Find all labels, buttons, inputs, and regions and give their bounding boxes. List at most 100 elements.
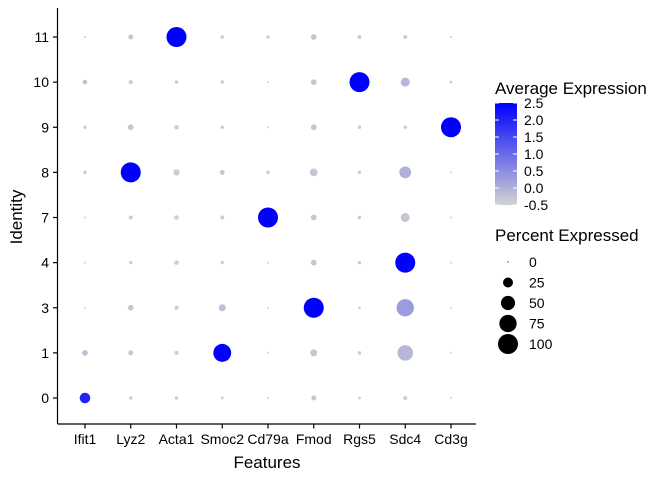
data-dot: [174, 80, 179, 84]
data-dot: [128, 350, 134, 356]
y-tick-label: 4: [41, 255, 49, 271]
y-tick-label: 11: [34, 29, 49, 45]
data-dot: [266, 170, 270, 175]
y-tick-label: 0: [41, 390, 49, 406]
data-dot: [82, 350, 88, 356]
color-legend-label: 2.5: [524, 95, 544, 111]
color-legend-title: Average Expression: [495, 79, 647, 98]
data-dot: [399, 166, 412, 179]
data-dot: [403, 396, 408, 400]
x-tick-label: Cd3g: [434, 431, 467, 447]
data-dot: [357, 215, 362, 220]
y-tick-label: 3: [41, 300, 49, 316]
x-tick-label: Acta1: [159, 431, 195, 447]
data-dot: [396, 299, 414, 317]
data-dot: [450, 36, 452, 38]
data-dot: [309, 168, 318, 177]
data-dot: [357, 170, 362, 175]
data-dot: [267, 261, 269, 264]
color-legend-label: 2.0: [524, 112, 544, 128]
data-dot: [128, 80, 133, 85]
size-legend-dot: [499, 314, 517, 333]
data-dot: [174, 215, 179, 220]
size-legend-dot: [500, 295, 516, 311]
data-dot: [267, 397, 269, 399]
data-dot: [84, 36, 86, 38]
x-tick-label: Rgs5: [343, 431, 376, 447]
data-dot: [174, 350, 179, 355]
size-legend-items: 0 25 50 75 100: [498, 254, 553, 354]
x-tick-label: Fmod: [296, 431, 332, 447]
data-dot: [128, 34, 134, 40]
data-dot: [266, 35, 270, 39]
size-legend-dot: [498, 334, 518, 354]
data-dot: [400, 213, 410, 222]
data-dot: [83, 170, 87, 175]
data-dot: [213, 343, 232, 362]
data-dot: [129, 260, 133, 265]
data-dot: [310, 259, 317, 266]
size-legend-label: 25: [529, 275, 545, 291]
data-dot: [310, 79, 317, 85]
data-dot: [127, 304, 134, 311]
data-dot: [403, 125, 407, 129]
data-dot: [174, 305, 179, 310]
data-dot: [220, 125, 224, 129]
data-dot: [83, 125, 87, 129]
data-dot: [441, 117, 461, 138]
x-tick-label: Smoc2: [200, 431, 244, 447]
data-dot: [397, 345, 413, 361]
x-tick-label: Ifit1: [74, 431, 97, 447]
x-axis-title: Features: [233, 453, 300, 472]
data-dot: [127, 124, 134, 131]
data-dot: [220, 215, 225, 220]
size-legend-label: 50: [529, 295, 545, 311]
size-legend-label: 75: [529, 316, 545, 332]
size-legend-dot: [503, 277, 513, 288]
size-legend: Percent Expressed 0 25 50 75 100: [495, 226, 639, 354]
data-dot: [84, 261, 86, 264]
data-dot: [450, 306, 452, 309]
y-tick-label: 8: [41, 164, 49, 180]
data-dot: [310, 214, 317, 221]
color-legend-label: -0.5: [524, 197, 548, 213]
color-legend: Average Expression 2.52.01.51.00.50.0-0.…: [495, 79, 647, 213]
data-dot: [128, 215, 133, 220]
data-dot: [220, 260, 224, 265]
data-dot: [82, 79, 88, 85]
data-dot: [403, 35, 408, 39]
y-ticks: 0 1 3 4 7 8 9 10 11: [33, 29, 58, 406]
data-dot: [219, 169, 225, 175]
data-dot: [450, 351, 452, 354]
color-legend-ticks: 2.52.01.51.00.50.0-0.5: [495, 95, 548, 213]
data-dot: [173, 169, 180, 176]
x-tick-label: Cd79a: [247, 431, 288, 447]
data-dot: [310, 124, 317, 131]
color-legend-label: 0.0: [524, 180, 544, 196]
x-tick-label: Lyz2: [116, 431, 145, 447]
x-ticks: Ifit1 Lyz2 Acta1 Smoc2 Cd79a Fmod Rgs5 Sdc4 Cd3g: [74, 424, 468, 447]
y-tick-label: 10: [33, 74, 49, 90]
data-dot: [174, 396, 179, 400]
y-tick-label: 7: [41, 210, 49, 226]
data-dot: [120, 162, 141, 183]
color-legend-bar: [495, 103, 517, 205]
data-dot: [166, 27, 187, 47]
data-dot: [450, 261, 452, 264]
size-legend-label: 100: [529, 336, 553, 352]
data-dot: [218, 304, 226, 312]
y-tick-label: 9: [41, 119, 49, 135]
data-dot: [84, 306, 86, 309]
data-dot: [450, 216, 452, 219]
x-tick-label: Sdc4: [389, 431, 421, 447]
size-legend-title: Percent Expressed: [495, 226, 639, 245]
data-dot: [357, 35, 362, 39]
size-legend-dot: [507, 261, 509, 263]
data-dot: [267, 126, 269, 129]
data-dot: [79, 392, 91, 404]
data-dot: [129, 396, 133, 400]
data-dot: [220, 80, 224, 84]
y-axis-title: Identity: [7, 189, 26, 244]
color-legend-label: 1.0: [524, 146, 544, 162]
